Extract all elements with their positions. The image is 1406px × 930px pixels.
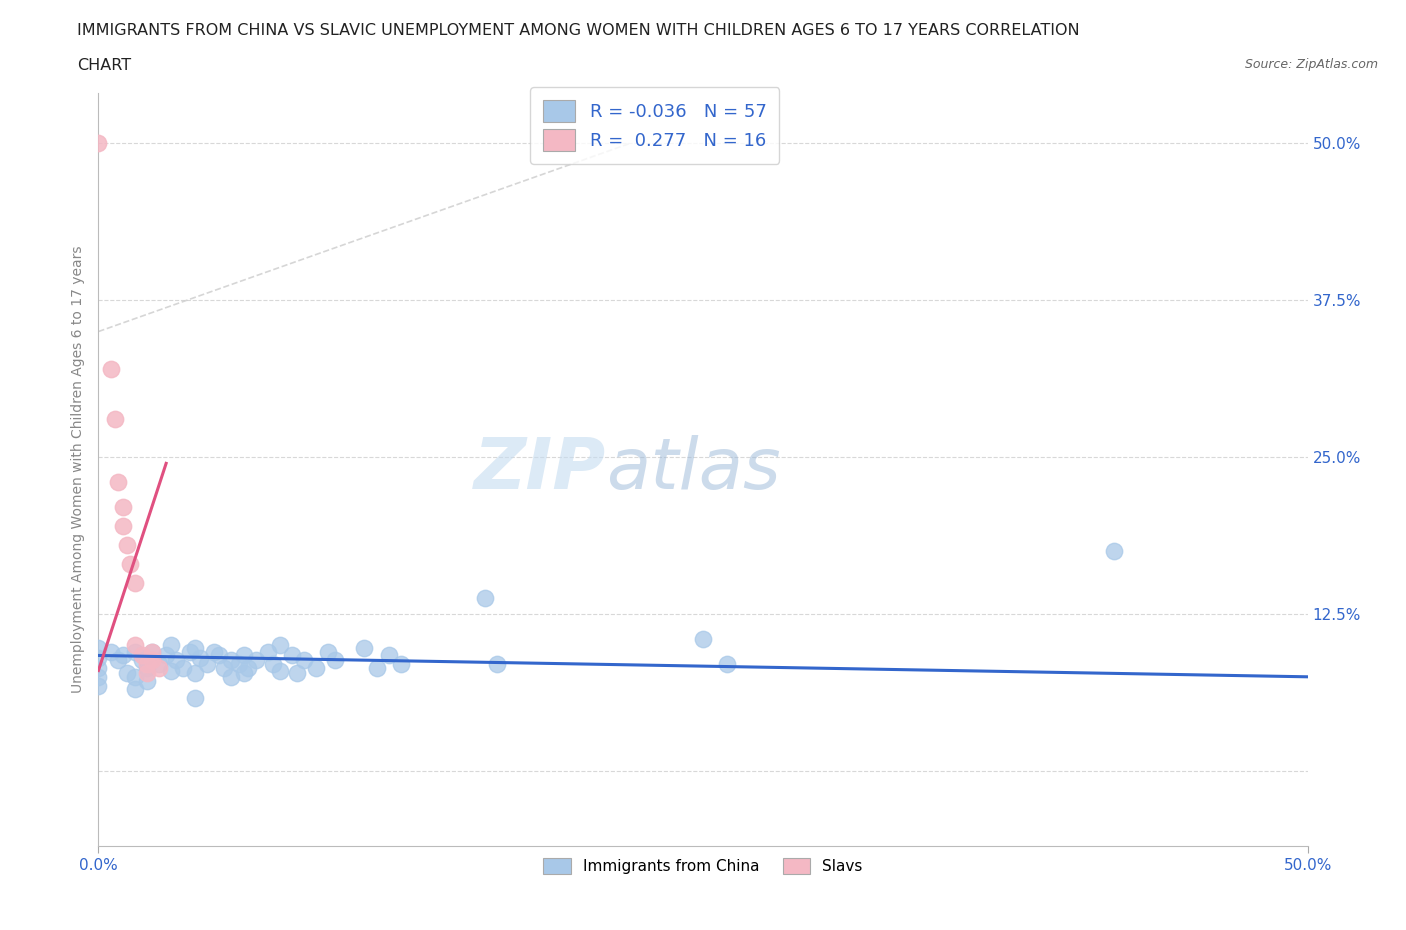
- Text: atlas: atlas: [606, 435, 780, 504]
- Point: [87, 660, 110, 675]
- Point: [135, 666, 157, 681]
- Point: [124, 682, 146, 697]
- Point: [228, 657, 250, 671]
- Point: [195, 657, 218, 671]
- Point: [87, 651, 110, 666]
- Point: [87, 641, 110, 656]
- Point: [135, 657, 157, 671]
- Point: [366, 660, 388, 675]
- Y-axis label: Unemployment Among Women with Children Ages 6 to 17 years: Unemployment Among Women with Children A…: [72, 246, 86, 694]
- Point: [107, 653, 129, 668]
- Point: [184, 691, 207, 706]
- Point: [269, 638, 291, 653]
- Point: [118, 556, 141, 571]
- Legend: Immigrants from China, Slavs: Immigrants from China, Slavs: [537, 852, 869, 880]
- Point: [179, 644, 201, 659]
- Point: [141, 644, 163, 659]
- Point: [305, 660, 328, 675]
- Point: [353, 641, 375, 656]
- Point: [256, 644, 278, 659]
- Point: [232, 666, 254, 681]
- Point: [238, 660, 260, 675]
- Point: [124, 644, 146, 659]
- Point: [148, 657, 170, 671]
- Point: [208, 648, 231, 663]
- Point: [141, 644, 163, 659]
- Text: CHART: CHART: [77, 58, 131, 73]
- Point: [692, 631, 714, 646]
- Point: [117, 538, 139, 552]
- Point: [184, 666, 207, 681]
- Point: [124, 670, 146, 684]
- Point: [87, 670, 110, 684]
- Point: [281, 648, 304, 663]
- Point: [124, 575, 146, 591]
- Point: [124, 638, 146, 653]
- Point: [135, 673, 157, 688]
- Text: Source: ZipAtlas.com: Source: ZipAtlas.com: [1244, 58, 1378, 71]
- Point: [100, 644, 122, 659]
- Point: [232, 648, 254, 663]
- Point: [474, 591, 496, 605]
- Point: [221, 653, 243, 668]
- Point: [269, 663, 291, 678]
- Point: [212, 660, 235, 675]
- Point: [165, 653, 187, 668]
- Point: [1102, 544, 1125, 559]
- Point: [135, 660, 157, 675]
- Point: [389, 657, 412, 671]
- Point: [221, 670, 243, 684]
- Point: [245, 653, 267, 668]
- Text: IMMIGRANTS FROM CHINA VS SLAVIC UNEMPLOYMENT AMONG WOMEN WITH CHILDREN AGES 6 TO: IMMIGRANTS FROM CHINA VS SLAVIC UNEMPLOY…: [77, 23, 1080, 38]
- Point: [204, 644, 226, 659]
- Point: [104, 412, 127, 427]
- Text: ZIP: ZIP: [474, 435, 606, 504]
- Point: [325, 653, 347, 668]
- Point: [111, 519, 134, 534]
- Point: [262, 657, 284, 671]
- Point: [172, 660, 194, 675]
- Point: [292, 653, 315, 668]
- Point: [160, 638, 183, 653]
- Point: [100, 362, 122, 377]
- Point: [117, 666, 139, 681]
- Point: [155, 648, 177, 663]
- Point: [111, 648, 134, 663]
- Point: [285, 666, 308, 681]
- Point: [87, 678, 110, 693]
- Point: [107, 475, 129, 490]
- Point: [716, 657, 738, 671]
- Point: [141, 653, 163, 668]
- Point: [87, 136, 110, 151]
- Point: [111, 500, 134, 515]
- Point: [148, 660, 170, 675]
- Point: [316, 644, 339, 659]
- Point: [377, 648, 399, 663]
- Point: [188, 651, 211, 666]
- Point: [486, 657, 509, 671]
- Point: [160, 663, 183, 678]
- Point: [131, 648, 153, 663]
- Point: [184, 641, 207, 656]
- Point: [131, 653, 153, 668]
